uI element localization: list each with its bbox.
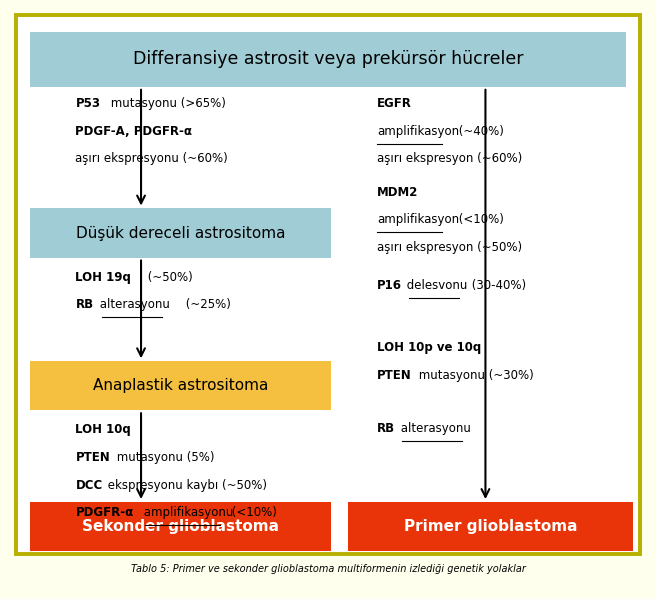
Text: LOH 19q: LOH 19q <box>75 271 131 284</box>
Text: P16: P16 <box>377 279 402 292</box>
Text: EGFR: EGFR <box>377 97 412 110</box>
Text: (<10%): (<10%) <box>228 506 277 519</box>
Text: alterasyonu: alterasyonu <box>96 298 171 311</box>
FancyBboxPatch shape <box>348 502 633 551</box>
Text: aşırı ekspresyonu (~60%): aşırı ekspresyonu (~60%) <box>75 152 228 165</box>
Text: LOH 10p ve 10q: LOH 10p ve 10q <box>377 341 482 355</box>
Text: (~40%): (~40%) <box>455 125 504 138</box>
Text: amplifikasyon: amplifikasyon <box>377 213 459 226</box>
Text: (30-40%): (30-40%) <box>468 279 526 292</box>
Text: aşırı ekspresyon (~50%): aşırı ekspresyon (~50%) <box>377 241 522 254</box>
Text: PTEN: PTEN <box>75 451 110 464</box>
Text: P53: P53 <box>75 97 100 110</box>
Text: DCC: DCC <box>75 479 103 492</box>
Text: amplifikasyon: amplifikasyon <box>377 125 459 138</box>
Text: PDGF-A, PDGFR-α: PDGF-A, PDGFR-α <box>75 125 192 138</box>
Text: Tablo 5: Primer ve sekonder glioblastoma multiformenin izlediği genetik yolaklar: Tablo 5: Primer ve sekonder glioblastoma… <box>131 564 525 574</box>
Text: PDGFR-α: PDGFR-α <box>75 506 134 519</box>
Text: mutasyonu (~30%): mutasyonu (~30%) <box>415 369 534 382</box>
Text: delesvonu: delesvonu <box>403 279 468 292</box>
Text: MDM2: MDM2 <box>377 186 419 199</box>
FancyBboxPatch shape <box>30 502 331 551</box>
Text: LOH 10q: LOH 10q <box>75 423 131 437</box>
FancyBboxPatch shape <box>30 32 626 87</box>
Text: mutasyonu (5%): mutasyonu (5%) <box>113 451 215 464</box>
Text: alterasyonu: alterasyonu <box>397 422 471 435</box>
FancyBboxPatch shape <box>16 15 640 554</box>
Text: (~25%): (~25%) <box>182 298 231 311</box>
Text: (<10%): (<10%) <box>455 213 504 226</box>
Text: RB: RB <box>75 298 94 311</box>
Text: Düşük dereceli astrositoma: Düşük dereceli astrositoma <box>75 225 285 241</box>
Text: ekspresyonu kaybı (~50%): ekspresyonu kaybı (~50%) <box>104 479 267 492</box>
Text: Anaplastik astrositoma: Anaplastik astrositoma <box>92 378 268 394</box>
Text: (~50%): (~50%) <box>144 271 193 284</box>
Text: Primer glioblastoma: Primer glioblastoma <box>403 519 577 534</box>
Text: mutasyonu (>65%): mutasyonu (>65%) <box>107 97 226 110</box>
Text: aşırı ekspresyon (~60%): aşırı ekspresyon (~60%) <box>377 152 522 165</box>
FancyBboxPatch shape <box>30 208 331 258</box>
Text: Sekonder glioblastoma: Sekonder glioblastoma <box>82 519 279 534</box>
Text: PTEN: PTEN <box>377 369 412 382</box>
FancyBboxPatch shape <box>30 361 331 410</box>
Text: amplifikasyonu: amplifikasyonu <box>140 506 233 519</box>
Text: RB: RB <box>377 422 396 435</box>
Text: Differansiye astrosit veya prekürsör hücreler: Differansiye astrosit veya prekürsör hüc… <box>133 50 523 68</box>
